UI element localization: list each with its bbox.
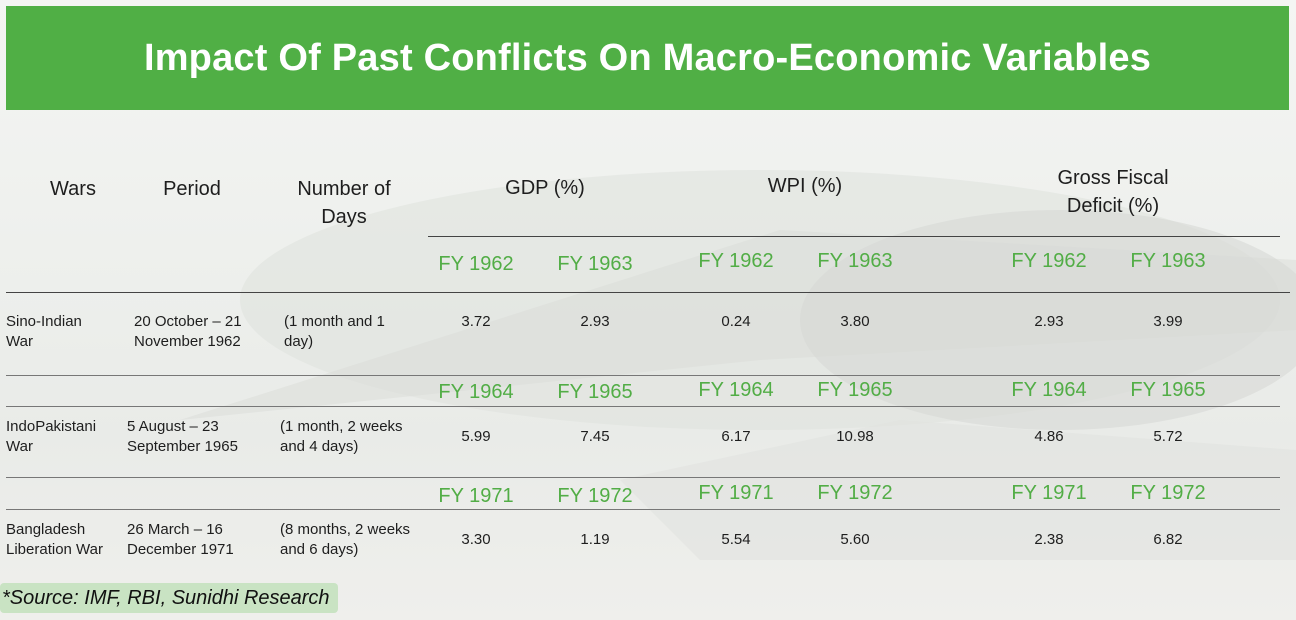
row-divider bbox=[6, 406, 1280, 407]
war-duration: (8 months, 2 weeks and 6 days) bbox=[280, 521, 411, 558]
war-duration: (1 month, 2 weeks and 4 days) bbox=[280, 418, 403, 455]
fy-label: FY 1964 bbox=[698, 379, 774, 401]
fy-label: FY 1963 bbox=[1130, 250, 1206, 272]
fy-label: FY 1965 bbox=[817, 379, 893, 401]
fy-label: FY 1963 bbox=[557, 253, 633, 275]
fy-label: FY 1965 bbox=[1130, 379, 1206, 401]
gdp-value: 2.93 bbox=[580, 313, 610, 330]
gfd-value: 6.82 bbox=[1153, 531, 1183, 548]
row-divider bbox=[6, 292, 1290, 293]
fy-label: FY 1972 bbox=[817, 482, 893, 504]
fy-label: FY 1962 bbox=[698, 250, 774, 272]
gdp-value: 1.19 bbox=[580, 531, 610, 548]
war-period: 20 October – 21 November 1962 bbox=[134, 313, 242, 350]
fy-label: FY 1971 bbox=[698, 482, 774, 504]
gfd-value: 2.38 bbox=[1034, 531, 1064, 548]
fy-label: FY 1972 bbox=[557, 485, 633, 507]
wpi-value: 6.17 bbox=[721, 428, 751, 445]
gfd-value: 2.93 bbox=[1034, 313, 1064, 330]
wpi-value: 5.60 bbox=[840, 531, 870, 548]
fy-label: FY 1964 bbox=[1011, 379, 1087, 401]
header-days: Number of Days bbox=[280, 175, 408, 231]
header-days-line2: Days bbox=[321, 206, 367, 228]
row-divider bbox=[6, 477, 1280, 478]
war-period: 26 March – 16 December 1971 bbox=[127, 521, 234, 558]
war-name: Sino-Indian War bbox=[6, 313, 82, 350]
gdp-value: 3.72 bbox=[461, 313, 491, 330]
fy-label: FY 1964 bbox=[438, 381, 514, 403]
header-days-line1: Number of bbox=[297, 178, 391, 200]
fy-label: FY 1962 bbox=[1011, 250, 1087, 272]
header-period: Period bbox=[163, 178, 221, 200]
title-banner: Impact Of Past Conflicts On Macro-Econom… bbox=[6, 6, 1289, 110]
fy-label: FY 1971 bbox=[438, 485, 514, 507]
gfd-value: 5.72 bbox=[1153, 428, 1183, 445]
header-wpi: WPI (%) bbox=[767, 175, 843, 197]
source-note: *Source: IMF, RBI, Sunidhi Research bbox=[0, 583, 338, 613]
wpi-value: 0.24 bbox=[721, 313, 751, 330]
fy-label: FY 1971 bbox=[1011, 482, 1087, 504]
header-gfd-line1: Gross Fiscal bbox=[1057, 167, 1169, 189]
wpi-value: 3.80 bbox=[840, 313, 870, 330]
header-divider bbox=[428, 236, 1280, 237]
row-divider bbox=[6, 509, 1280, 510]
gfd-value: 4.86 bbox=[1034, 428, 1064, 445]
fy-label: FY 1962 bbox=[438, 253, 514, 275]
war-name: IndoPakistani War bbox=[6, 418, 97, 455]
gdp-value: 7.45 bbox=[580, 428, 610, 445]
header-gfd: Gross Fiscal Deficit (%) bbox=[1020, 164, 1206, 220]
header-gfd-line2: Deficit (%) bbox=[1066, 195, 1160, 217]
fy-label: FY 1963 bbox=[817, 250, 893, 272]
wpi-value: 10.98 bbox=[836, 428, 874, 445]
gdp-value: 3.30 bbox=[461, 531, 491, 548]
fy-label: FY 1972 bbox=[1130, 482, 1206, 504]
header-wars: Wars bbox=[50, 178, 96, 200]
header-gdp: GDP (%) bbox=[505, 177, 585, 199]
war-period: 5 August – 23 September 1965 bbox=[127, 418, 238, 455]
war-duration: (1 month and 1 day) bbox=[284, 313, 385, 350]
wpi-value: 5.54 bbox=[721, 531, 751, 548]
gdp-value: 5.99 bbox=[461, 428, 491, 445]
fy-label: FY 1965 bbox=[557, 381, 633, 403]
row-divider bbox=[6, 375, 1280, 376]
page-title: Impact Of Past Conflicts On Macro-Econom… bbox=[143, 36, 1152, 79]
gfd-value: 3.99 bbox=[1153, 313, 1183, 330]
war-name: Bangladesh Liberation War bbox=[6, 521, 103, 558]
